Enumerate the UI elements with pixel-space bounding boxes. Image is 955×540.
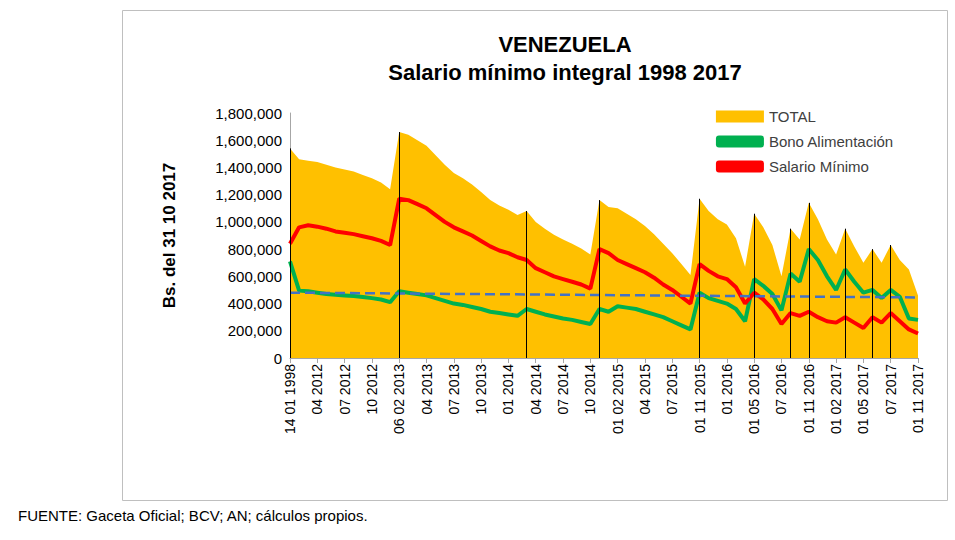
svg-text:800,000: 800,000 — [228, 241, 282, 258]
svg-text:01 2016: 01 2016 — [719, 364, 735, 415]
svg-text:Bono Alimentación: Bono Alimentación — [769, 133, 893, 150]
svg-text:1,000,000: 1,000,000 — [215, 213, 282, 230]
svg-text:04 2012: 04 2012 — [309, 364, 325, 415]
svg-text:1,600,000: 1,600,000 — [215, 132, 282, 149]
svg-text:Salario mínimo integral 1998 2: Salario mínimo integral 1998 2017 — [388, 60, 741, 85]
svg-text:FUENTE: Gaceta Oficial; BCV; A: FUENTE: Gaceta Oficial; BCV; AN; cálculo… — [18, 507, 368, 524]
svg-text:1,200,000: 1,200,000 — [215, 186, 282, 203]
svg-text:01 02 2015: 01 02 2015 — [610, 364, 626, 434]
svg-text:10 2013: 10 2013 — [473, 364, 489, 415]
svg-text:04 2013: 04 2013 — [419, 364, 435, 415]
svg-text:04 2014: 04 2014 — [528, 364, 544, 415]
svg-text:14 01 1998: 14 01 1998 — [282, 364, 298, 434]
svg-text:01 11 2017: 01 11 2017 — [910, 364, 926, 433]
svg-text:01 11 2016: 01 11 2016 — [801, 364, 817, 433]
svg-text:VENEZUELA: VENEZUELA — [498, 32, 631, 57]
svg-text:07 2015: 07 2015 — [664, 364, 680, 415]
svg-text:1,800,000: 1,800,000 — [215, 105, 282, 122]
svg-text:400,000: 400,000 — [228, 295, 282, 312]
svg-text:01 05 2017: 01 05 2017 — [855, 364, 871, 434]
svg-text:10 2012: 10 2012 — [364, 364, 380, 415]
svg-text:06 02 2013: 06 02 2013 — [391, 364, 407, 434]
svg-text:600,000: 600,000 — [228, 268, 282, 285]
svg-text:01 02 2017: 01 02 2017 — [828, 364, 844, 434]
svg-text:07 2013: 07 2013 — [446, 364, 462, 415]
svg-text:07 2014: 07 2014 — [555, 364, 571, 415]
svg-text:07 2016: 07 2016 — [773, 364, 789, 415]
svg-text:01 11 2015: 01 11 2015 — [692, 364, 708, 433]
svg-text:Salario Mínimo: Salario Mínimo — [769, 158, 869, 175]
svg-text:07 2017: 07 2017 — [883, 364, 899, 415]
svg-text:07 2012: 07 2012 — [337, 364, 353, 415]
svg-text:10 2014: 10 2014 — [582, 364, 598, 415]
svg-text:1,400,000: 1,400,000 — [215, 159, 282, 176]
svg-text:04 2015: 04 2015 — [637, 364, 653, 415]
svg-text:TOTAL: TOTAL — [769, 108, 816, 125]
svg-text:0: 0 — [274, 350, 282, 367]
svg-text:Bs. del 31 10 2017: Bs. del 31 10 2017 — [160, 163, 179, 309]
svg-text:01 05 2016: 01 05 2016 — [746, 364, 762, 434]
svg-text:01 2014: 01 2014 — [500, 364, 516, 415]
svg-text:200,000: 200,000 — [228, 322, 282, 339]
